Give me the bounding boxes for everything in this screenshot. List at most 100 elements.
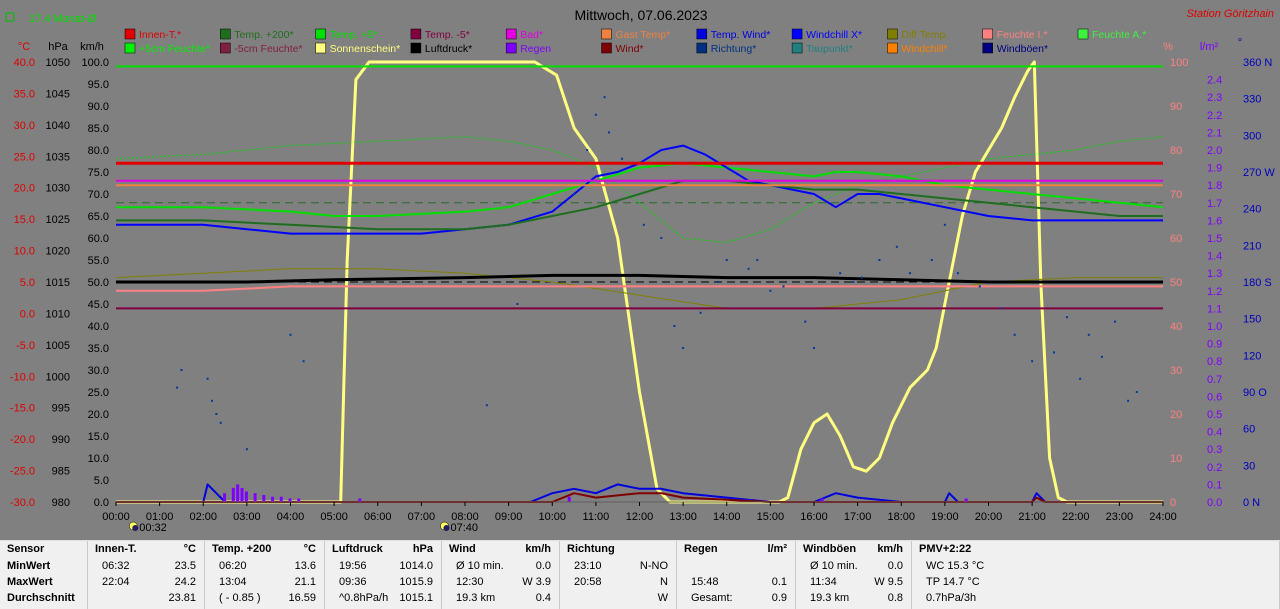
y_rain-tick: 0.3 [1207, 444, 1222, 456]
series-line [116, 273, 1163, 284]
y_rain-tick: 0.0 [1207, 497, 1222, 509]
y_temp-tick: 20.0 [14, 183, 35, 195]
stats-row: 20:58 N [560, 576, 676, 591]
rain-bar [223, 493, 227, 502]
rain-bar [567, 496, 571, 502]
y_temp-tick: 5.0 [20, 277, 35, 289]
y_pressure-tick: 1025 [46, 214, 70, 226]
stats-unit: °C [183, 543, 196, 555]
y_pressure-tick: 1045 [46, 88, 70, 100]
stats-time: 0.7hPa/3h [926, 592, 977, 604]
plot-area [115, 60, 1164, 504]
stats-time: ^0.8hPa/h [339, 592, 389, 604]
stats-value: 0.0 [535, 560, 551, 572]
y_percent-tick: 70 [1170, 189, 1182, 201]
stats-title: Regen [684, 543, 718, 555]
rain-bar [288, 498, 292, 502]
rain-bar [240, 487, 244, 502]
y_wind-tick: 95.0 [88, 79, 109, 91]
direction-point [1135, 391, 1138, 393]
y_wind-tick: 60.0 [88, 233, 109, 245]
stats-time: 19.3 km [456, 592, 496, 604]
legend-label: Richtung* [711, 43, 757, 55]
stats-time: Ø 10 min. [810, 560, 858, 572]
y_rain-tick: 1.6 [1207, 215, 1222, 227]
legend-swatch [1077, 28, 1089, 40]
y_dir-tick: 150 [1243, 314, 1261, 326]
direction-point [747, 267, 750, 270]
stats-title: PMV+2:22 [919, 543, 972, 555]
legend-label: +5cm Feuchte* [139, 43, 210, 55]
stats-row: MaxWert [0, 576, 87, 591]
direction-point [878, 259, 881, 261]
y_dir-tick: 270 W [1243, 167, 1275, 179]
x-tick-label: 02:00 [189, 511, 217, 523]
y_temp-tick: 35.0 [14, 88, 35, 100]
stats-value: W [657, 592, 668, 604]
legend-label: Diff Temp. [901, 29, 948, 41]
temp-unit: °C [18, 41, 30, 53]
direction-point [860, 276, 863, 279]
stats-unit: °C [303, 543, 316, 555]
stats-row: W [560, 592, 676, 607]
legend-swatch [791, 28, 803, 40]
legend-swatch [601, 42, 612, 54]
y_rain-tick: 0.2 [1207, 462, 1222, 474]
x-tick-label: 06:00 [364, 511, 392, 523]
stats-row: 22:04 24.2 [88, 576, 204, 591]
stats-panel: Sensor MinWert MaxWert Durchschnitt Innen-T.… [0, 540, 1280, 609]
stats-time: ( - 0.85 ) [219, 592, 261, 604]
stats-row: Durchschnitt [0, 592, 87, 607]
y_rain-tick: 0.6 [1207, 391, 1222, 403]
stats-unit: km/h [525, 543, 551, 555]
stats-col-1: Innen-T. °C 06:32 23.5 22:04 24.2 23.81 [88, 541, 205, 609]
direction-point [908, 272, 911, 275]
moon-sun-marker-icon [129, 521, 139, 531]
direction-point [219, 421, 222, 424]
y_percent-tick: 20 [1170, 409, 1182, 421]
direction-point [769, 289, 772, 292]
stats-value: 0.1 [771, 576, 787, 588]
moon-sun-marker-icon [440, 521, 450, 531]
x-tick-label: 07:00 [408, 511, 436, 523]
stats-title: Innen-T. [95, 543, 137, 555]
legend-swatch [982, 42, 993, 54]
direction-point [573, 193, 576, 195]
rain-unit: l/m² [1200, 41, 1219, 53]
y_wind-tick: 75.0 [88, 167, 109, 179]
y_rain-tick: 2.3 [1207, 92, 1222, 104]
direction-point [215, 413, 218, 415]
stats-row: WC 15.3 °C [912, 560, 1279, 575]
stats-row-label: MinWert [7, 560, 51, 572]
direction-point [642, 223, 645, 226]
y_temp-tick: 40.0 [14, 57, 35, 69]
stats-value: 24.2 [174, 576, 196, 588]
y_dir-tick: 0 N [1243, 497, 1260, 509]
direction-point [594, 113, 597, 116]
stats-header: PMV+2:22 [912, 543, 1279, 558]
y_rain-tick: 1.9 [1207, 163, 1222, 175]
x-marker-label: 00:32 [139, 522, 167, 534]
stats-row: 23:10 N-NO [560, 560, 676, 575]
legend-swatch [696, 28, 708, 40]
stats-time: 19:56 [339, 560, 367, 572]
y_rain-tick: 1.0 [1207, 321, 1222, 333]
legend-swatch [887, 28, 898, 40]
direction-point [852, 281, 855, 283]
y_percent-tick: 80 [1170, 145, 1182, 157]
legend-swatch [220, 42, 231, 54]
y_temp-tick: -25.0 [10, 466, 35, 478]
direction-point [485, 404, 488, 407]
y_wind-tick: 20.0 [88, 409, 109, 421]
rain-bar [262, 494, 266, 502]
x-tick-label: 11:00 [583, 511, 610, 523]
legend-swatch [505, 42, 517, 54]
marker-shade [132, 525, 139, 531]
stats-header: Wind km/h [442, 543, 559, 558]
stats-row: 13:04 21.1 [205, 576, 324, 591]
marker-shade [443, 525, 450, 531]
legend-label: Wind* [616, 43, 644, 55]
direction-point [1114, 320, 1117, 323]
x-tick-label: 21:00 [1018, 511, 1046, 523]
stats-time: 13:04 [219, 576, 247, 588]
